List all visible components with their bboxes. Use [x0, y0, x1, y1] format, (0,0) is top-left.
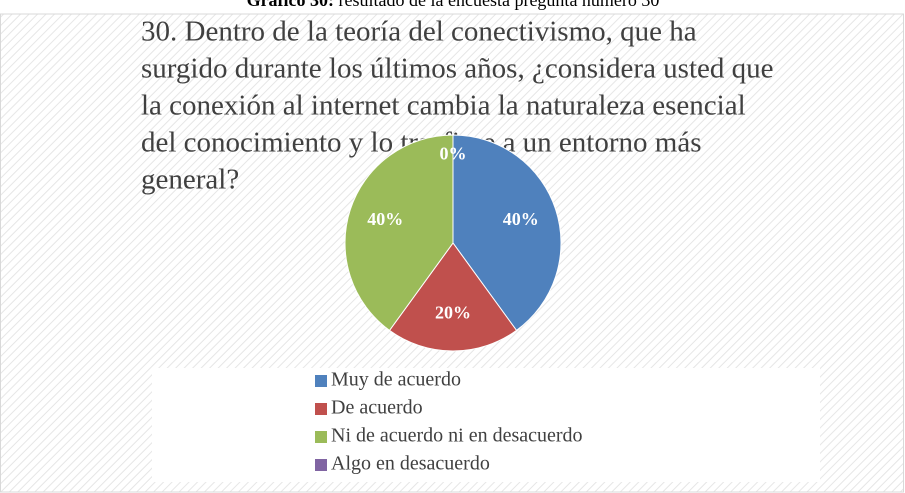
pie-slice — [452, 134, 562, 332]
title-line: la conexión al internet cambia la natura… — [141, 90, 746, 122]
title-line: 30. Dentro de la teoría del conectivismo… — [141, 16, 697, 48]
legend-label: Ni de acuerdo ni en desacuerdo — [331, 425, 583, 447]
caption-text: resultado de la encuesta pregunta número… — [339, 0, 660, 10]
data-label: 20% — [435, 302, 471, 322]
title-line: general? — [141, 164, 239, 196]
legend-box — [152, 368, 820, 482]
data-label: 0% — [440, 144, 467, 164]
legend-swatch — [315, 459, 327, 471]
pie: 40% 20% 40% 0% — [344, 134, 562, 352]
legend-swatch — [315, 375, 327, 387]
legend: Muy de acuerdo De acuerdo Ni de acuerdo ni… — [315, 369, 583, 475]
legend-label: De acuerdo — [331, 397, 423, 419]
data-label: 40% — [367, 209, 403, 229]
data-label: 40% — [503, 209, 539, 229]
pie-slice — [344, 134, 454, 332]
legend-label: Muy de acuerdo — [331, 369, 461, 391]
pie-slice — [388, 242, 518, 352]
caption-label: Gráfico 30: — [247, 0, 334, 10]
legend-label: Algo en desacuerdo — [331, 453, 490, 475]
legend-swatch — [315, 431, 327, 443]
caption: Gráfico 30: resultado de la encuesta pre… — [247, 0, 660, 10]
legend-swatch — [315, 403, 327, 415]
title-line: surgido durante los últimos años, ¿consi… — [141, 53, 774, 85]
